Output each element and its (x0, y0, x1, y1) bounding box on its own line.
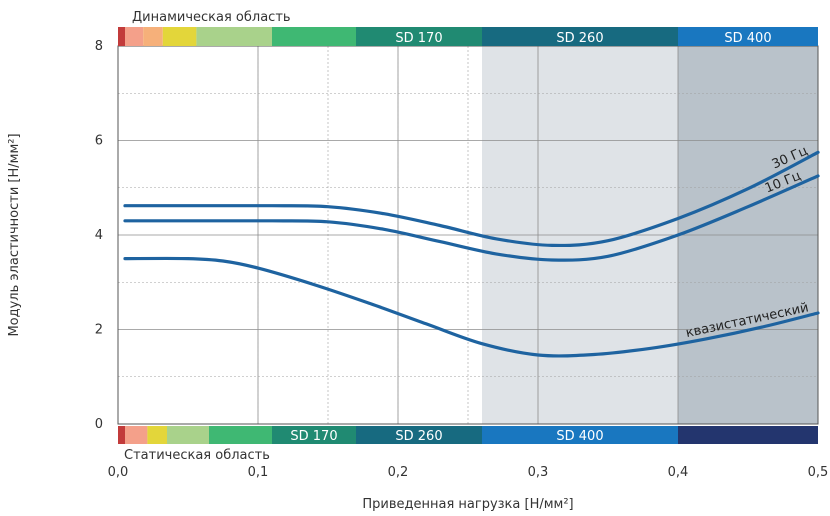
top-band-segment-8 (678, 27, 818, 46)
x-tick-label-1: 0,1 (248, 465, 269, 480)
top-band-segment-6 (356, 27, 482, 46)
top-band-segment-2 (143, 27, 163, 46)
bottom-band-segment-8 (678, 426, 818, 444)
top-band-segment-0 (118, 27, 125, 46)
axis-ticks: 0,0 0,1 0,2 0,3 0,4 0,5 0 2 4 6 8 (95, 39, 829, 480)
y-tick-label-1: 2 (95, 323, 103, 338)
bottom-band-segment-label-6: SD 260 (395, 429, 442, 444)
bottom-band-segment-label-5: SD 170 (290, 429, 337, 444)
y-axis-label: Модуль эластичности [Н/мм²] (7, 133, 22, 336)
grid-lines (117, 45, 819, 425)
dynamic-range-band: SD 170 SD 260 SD 400 (118, 27, 818, 46)
bottom-band-segment-1 (125, 426, 148, 444)
bottom-band-segment-7 (482, 426, 678, 444)
x-tick-label-2: 0,2 (388, 465, 409, 480)
bottom-band-segment-6 (356, 426, 482, 444)
bottom-band-segment-3 (167, 426, 209, 444)
top-band-segment-label-8: SD 400 (724, 31, 771, 46)
x-tick-label-4: 0,4 (668, 465, 689, 480)
y-tick-label-0: 0 (95, 417, 103, 432)
top-band-label: Динамическая область (132, 10, 291, 25)
series-line-2 (123, 256, 820, 358)
top-band-segment-5 (272, 27, 356, 46)
top-band-segment-label-6: SD 170 (395, 31, 442, 46)
series-line-1 (123, 174, 820, 262)
bottom-band-segment-5 (272, 426, 356, 444)
bottom-band-label: Статическая область (124, 448, 270, 463)
x-tick-label-0: 0,0 (108, 465, 129, 480)
x-tick-label-3: 0,3 (528, 465, 549, 480)
y-tick-label-3: 6 (95, 134, 103, 149)
bottom-band-segment-0 (118, 426, 125, 444)
x-tick-label-5: 0,5 (808, 465, 829, 480)
series-line-0 (123, 150, 820, 248)
top-band-segment-7 (482, 27, 678, 46)
y-tick-label-2: 4 (95, 228, 103, 243)
top-band-segment-1 (125, 27, 144, 46)
bottom-band-segment-4 (209, 426, 272, 444)
static-range-band: SD 170 SD 260 SD 400 (118, 426, 818, 444)
y-tick-label-4: 8 (95, 39, 103, 54)
top-band-segment-label-7: SD 260 (556, 31, 603, 46)
bottom-band-segment-label-7: SD 400 (556, 429, 603, 444)
bottom-band-segment-2 (147, 426, 167, 444)
top-band-segment-4 (196, 27, 272, 46)
top-band-segment-3 (162, 27, 197, 46)
series-lines (123, 150, 820, 358)
x-axis-label: Приведенная нагрузка [Н/мм²] (362, 497, 573, 512)
